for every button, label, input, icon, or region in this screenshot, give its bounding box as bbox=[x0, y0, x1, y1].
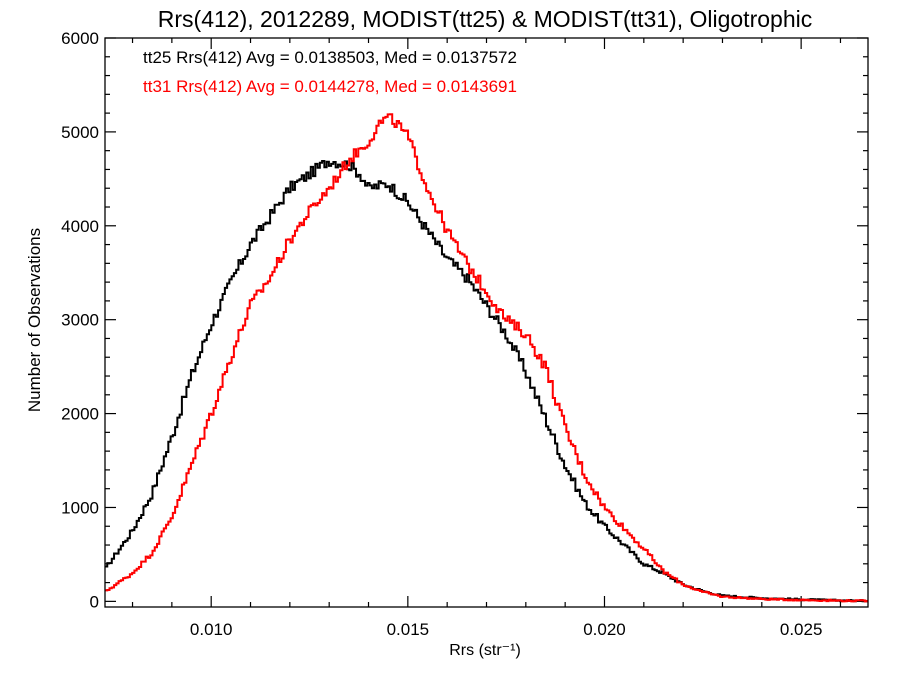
y-tick-label: 5000 bbox=[61, 123, 99, 142]
y-tick-label: 0 bbox=[90, 592, 99, 611]
chart-title: Rrs(412), 2012289, MODIST(tt25) & MODIST… bbox=[158, 6, 812, 32]
x-axis-label: Rrs (str⁻¹) bbox=[449, 642, 521, 659]
y-tick-label: 6000 bbox=[61, 29, 99, 48]
y-tick-label: 3000 bbox=[61, 311, 99, 330]
x-tick-label: 0.010 bbox=[190, 620, 233, 639]
x-tick-label: 0.015 bbox=[387, 620, 430, 639]
series-layer bbox=[105, 113, 869, 603]
y-tick-label: 4000 bbox=[61, 217, 99, 236]
series-tt25-histogram bbox=[105, 160, 869, 603]
legend-entry-tt25: tt25 Rrs(412) Avg = 0.0138503, Med = 0.0… bbox=[143, 48, 517, 67]
y-tick-label: 1000 bbox=[61, 498, 99, 517]
series-tt31-histogram bbox=[105, 113, 869, 603]
axis-ticks: 0.010 0.015 0.020 0.025 0 1000 2000 3000 4000 500… bbox=[61, 29, 868, 639]
y-tick-label: 2000 bbox=[61, 405, 99, 424]
x-tick-label: 0.025 bbox=[780, 620, 823, 639]
plot-frame bbox=[104, 37, 869, 608]
legend-entry-tt31: tt31 Rrs(412) Avg = 0.0144278, Med = 0.0… bbox=[143, 77, 517, 96]
x-tick-label: 0.020 bbox=[583, 620, 626, 639]
y-axis-label: Number of Observations bbox=[25, 228, 44, 412]
